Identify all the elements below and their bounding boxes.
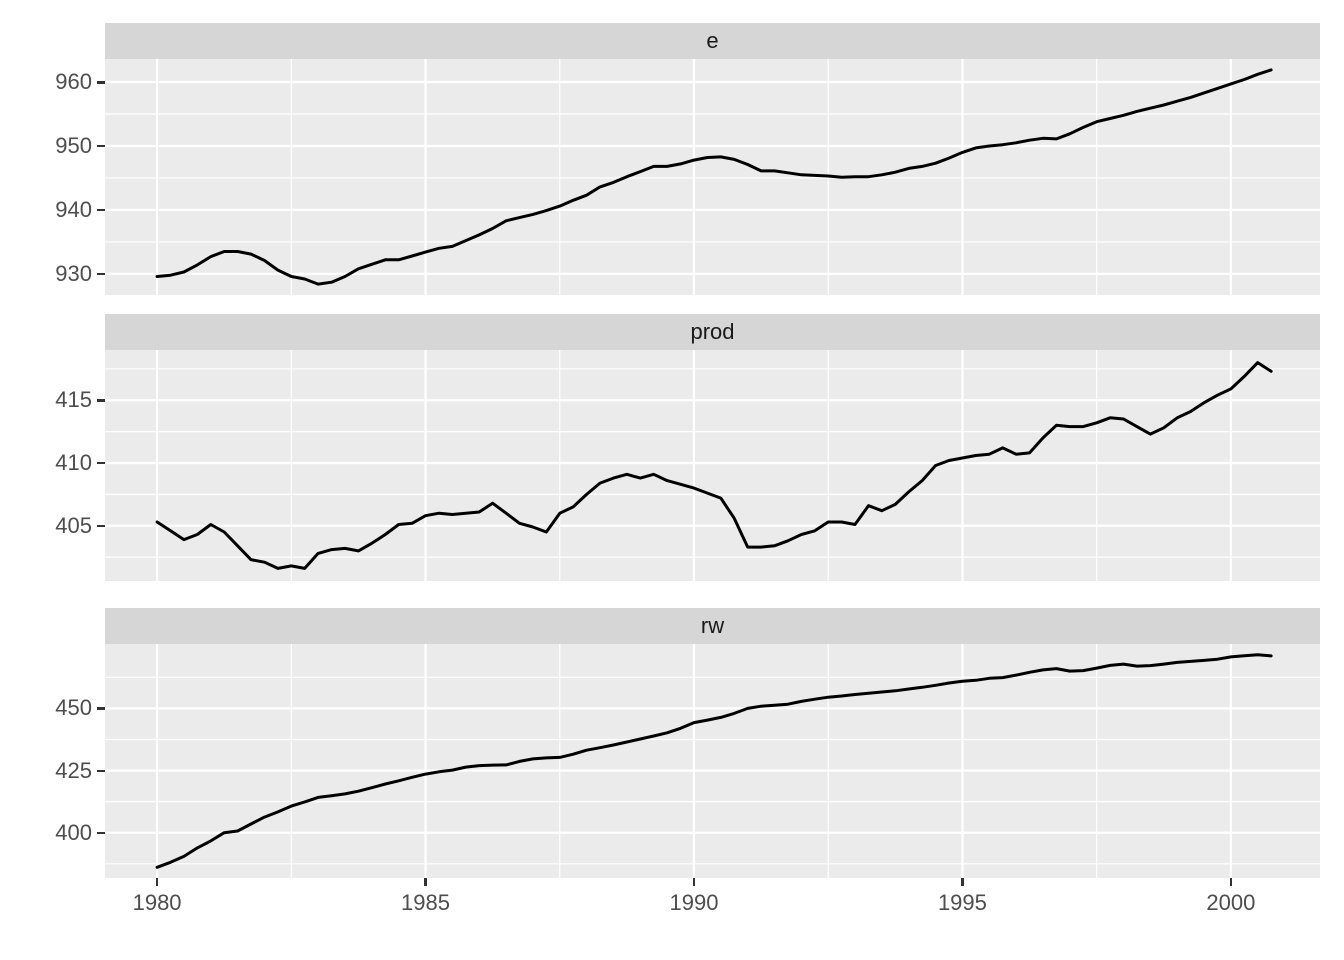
x-axis-tick-label-1980: 1980 bbox=[132, 890, 182, 915]
x-axis-tick-label-1985: 1985 bbox=[401, 890, 450, 915]
y-axis-tick-label-e-940: 940 bbox=[55, 196, 92, 222]
chart-plot-area-e bbox=[105, 59, 1320, 295]
chart-plot-area-prod bbox=[105, 350, 1320, 581]
y-axis-tick-mark bbox=[97, 208, 105, 212]
facet-strip-label-prod: prod bbox=[690, 319, 735, 344]
x-axis-tick-label-2000: 2000 bbox=[1206, 890, 1256, 915]
x-axis-tick-mark bbox=[155, 878, 159, 886]
facet-panel-rw bbox=[105, 644, 1320, 883]
x-axis-tick-label-1990: 1990 bbox=[669, 890, 719, 915]
y-axis-tick-mark bbox=[97, 399, 105, 402]
facet-strip-e: e bbox=[105, 23, 1320, 59]
data-line-e bbox=[155, 68, 1273, 286]
y-axis-tick-label-rw-425: 425 bbox=[55, 757, 92, 783]
y-axis-tick-label-e-930: 930 bbox=[55, 260, 92, 286]
facet-strip-rw: rw bbox=[105, 608, 1320, 644]
y-axis-tick-label-rw-450: 450 bbox=[55, 695, 92, 721]
chart-plot-area-rw bbox=[105, 644, 1320, 878]
y-axis-tick-mark bbox=[97, 831, 105, 835]
y-axis-tick-mark bbox=[97, 769, 105, 773]
x-axis-tick-mark bbox=[424, 878, 427, 886]
y-axis-tick-mark bbox=[97, 81, 105, 84]
x-axis-tick-label-1995: 1995 bbox=[937, 890, 987, 915]
y-axis-tick-mark bbox=[97, 707, 105, 710]
data-line-prod bbox=[155, 361, 1273, 570]
y-axis-tick-label-prod-405: 405 bbox=[55, 512, 92, 538]
facet-panel-prod bbox=[105, 350, 1320, 586]
x-axis-tick-mark bbox=[1229, 878, 1233, 886]
y-axis-tick-mark bbox=[97, 144, 105, 148]
data-line-rw bbox=[155, 653, 1273, 869]
facet-strip-label-e: e bbox=[706, 28, 719, 53]
facet-strip-prod: prod bbox=[105, 314, 1320, 350]
y-axis-tick-mark bbox=[97, 461, 105, 465]
y-axis-tick-mark bbox=[97, 524, 105, 528]
facet-panel-e bbox=[105, 59, 1320, 300]
y-axis-tick-label-rw-400: 400 bbox=[55, 819, 92, 845]
facet-strip-label-rw: rw bbox=[700, 613, 725, 638]
x-axis-tick-mark bbox=[961, 878, 964, 886]
y-axis-tick-label-prod-415: 415 bbox=[55, 387, 92, 413]
y-axis-tick-mark bbox=[97, 272, 105, 276]
y-axis-tick-label-e-950: 950 bbox=[55, 132, 92, 158]
y-axis-tick-label-e-960: 960 bbox=[55, 69, 92, 95]
x-axis-tick-mark bbox=[692, 878, 696, 886]
y-axis-tick-label-prod-410: 410 bbox=[55, 449, 92, 475]
